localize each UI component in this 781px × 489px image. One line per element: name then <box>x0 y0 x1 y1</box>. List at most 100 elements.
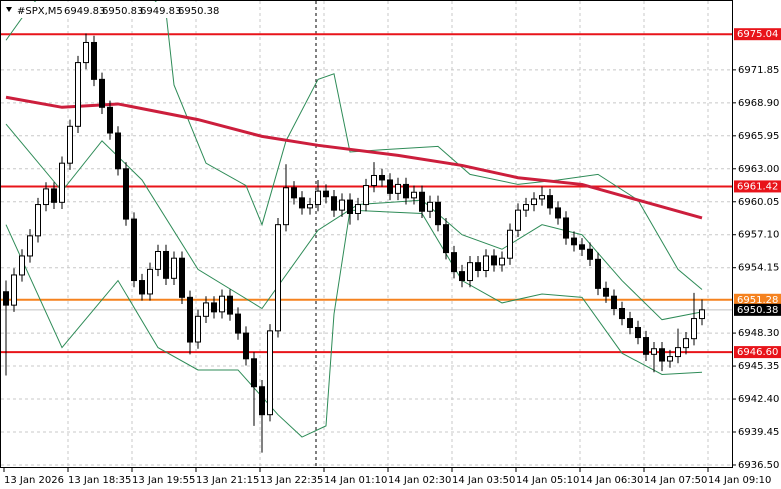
candle-body <box>651 348 657 355</box>
candle-body <box>507 229 513 259</box>
candle-body <box>451 252 457 273</box>
x-tick-label: 14 Jan 06:30 <box>580 475 643 486</box>
candle-body <box>27 235 33 257</box>
y-tick-label: 6942.40 <box>738 394 779 405</box>
candle-body <box>619 307 625 320</box>
candle-body <box>131 218 137 282</box>
candle-body <box>363 185 369 206</box>
x-tick-label: 13 Jan 22:35 <box>260 475 323 486</box>
plot <box>1 1 732 453</box>
level-label: 6961.42 <box>737 181 778 192</box>
candle-body <box>667 356 673 362</box>
header-value: 6949.83 <box>64 6 105 17</box>
candle-body <box>67 125 73 164</box>
candle-body <box>483 255 489 271</box>
candle-body <box>283 187 289 226</box>
collapse-icon[interactable] <box>6 7 12 12</box>
indicator-line <box>5 123 703 321</box>
level-label: 6950.38 <box>737 305 778 316</box>
candle-body <box>459 271 465 282</box>
candle-body <box>443 224 449 254</box>
candle-body <box>387 179 393 194</box>
grid <box>1 1 732 467</box>
candle-body <box>291 187 297 199</box>
candle-body <box>355 204 361 214</box>
candle-body <box>91 41 97 80</box>
candle-body <box>195 315 201 343</box>
candle-body <box>491 255 497 266</box>
level-label-bg <box>734 180 781 193</box>
candle-body <box>675 347 681 358</box>
candle-body <box>299 197 305 209</box>
candle-body <box>643 337 649 355</box>
candle-body <box>171 257 177 279</box>
candle-body <box>563 217 569 239</box>
candle-body <box>187 296 193 343</box>
candle-body <box>243 332 249 360</box>
candle-body <box>395 183 401 194</box>
x-tick-label: 14 Jan 09:10 <box>708 475 771 486</box>
header-value: 6950.38 <box>178 6 219 17</box>
candle-body <box>411 191 417 199</box>
candle-body <box>691 318 697 340</box>
x-tick-label: 14 Jan 02:30 <box>388 475 451 486</box>
candle-body <box>499 257 505 266</box>
candle-body <box>51 188 57 203</box>
candle-body <box>595 258 601 289</box>
x-tick-label: 14 Jan 03:50 <box>452 475 515 486</box>
candle-body <box>251 358 257 388</box>
candle-body <box>611 295 617 309</box>
y-tick-label: 6971.85 <box>738 65 779 76</box>
level-label: 6946.60 <box>737 347 778 358</box>
candle-body <box>107 106 113 134</box>
candle-body <box>179 257 185 298</box>
candle-body <box>75 62 81 127</box>
x-tick-label: 13 Jan 19:55 <box>132 475 195 486</box>
candle-body <box>275 224 281 332</box>
candle-body <box>547 195 553 209</box>
candle-body <box>163 250 169 279</box>
candle-body <box>211 302 217 313</box>
candle-body <box>467 262 473 282</box>
plot-frame <box>0 0 733 468</box>
candle-body <box>379 174 385 181</box>
indicator-line <box>5 209 703 438</box>
x-tick-label: 14 Jan 05:10 <box>516 475 579 486</box>
candle-body <box>435 201 441 226</box>
x-tick-label: 14 Jan 01:10 <box>324 475 387 486</box>
candle-body <box>699 309 705 320</box>
level-label: 6975.04 <box>737 29 778 40</box>
y-tick-label: 6936.50 <box>738 460 779 471</box>
candle-body <box>579 244 585 250</box>
y-tick-label: 6957.10 <box>738 230 779 241</box>
candle-body <box>267 330 273 416</box>
candle-body <box>235 313 241 334</box>
candle-body <box>635 326 641 339</box>
candle-body <box>347 199 353 214</box>
candle-body <box>555 207 561 219</box>
y-tick-label: 6954.15 <box>738 263 779 274</box>
x-tick-label: 13 Jan 18:35 <box>68 475 131 486</box>
x-tick-label: 14 Jan 07:50 <box>644 475 707 486</box>
candle-body <box>259 386 265 416</box>
candle-body <box>115 132 121 170</box>
candle-body <box>403 183 409 199</box>
candle-body <box>539 195 545 200</box>
candle-body <box>523 204 529 211</box>
header-value: 6949.83 <box>140 6 181 17</box>
candle-body <box>603 287 609 297</box>
candle-body <box>371 174 377 187</box>
y-tick-label: 6948.30 <box>738 328 779 339</box>
indicator-line <box>5 1 703 290</box>
candle-body <box>19 255 25 276</box>
level-label-bg <box>734 303 781 316</box>
x-tick-label: 13 Jan 21:15 <box>196 475 259 486</box>
y-tick-label: 6945.35 <box>738 361 779 372</box>
header-value: 6950.83 <box>102 6 143 17</box>
candle-body <box>123 168 129 220</box>
candle-body <box>323 190 329 198</box>
candle-body <box>427 201 433 212</box>
y-tick-label: 6963.00 <box>738 164 779 175</box>
